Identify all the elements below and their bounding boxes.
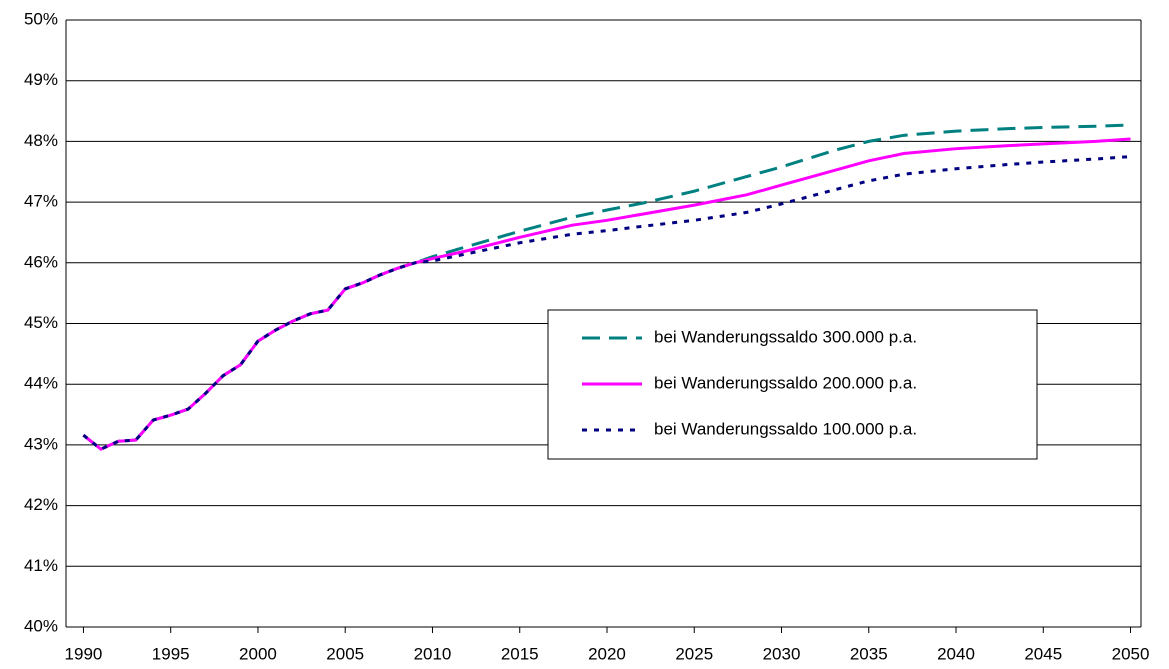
- x-tick-label: 2010: [414, 644, 452, 663]
- y-tick-label: 46%: [24, 252, 58, 271]
- x-tick-label: 2025: [675, 644, 713, 663]
- y-tick-label: 48%: [24, 131, 58, 150]
- x-tick-label: 2040: [937, 644, 975, 663]
- x-tick-label: 1990: [65, 644, 103, 663]
- x-tick-label: 2050: [1112, 644, 1150, 663]
- y-tick-label: 41%: [24, 556, 58, 575]
- x-tick-label: 2015: [501, 644, 539, 663]
- line-series: [82, 155, 1131, 451]
- legend-label: bei Wanderungssaldo 300.000 p.a.: [654, 327, 917, 346]
- y-tick-label: 45%: [24, 313, 58, 332]
- y-tick-label: 42%: [24, 495, 58, 514]
- legend-label: bei Wanderungssaldo 100.000 p.a.: [654, 419, 917, 438]
- y-tick-label: 44%: [24, 374, 58, 393]
- y-tick-label: 50%: [24, 9, 58, 28]
- x-tick-label: 1995: [152, 644, 190, 663]
- x-tick-label: 2045: [1024, 644, 1062, 663]
- x-tick-label: 2035: [850, 644, 888, 663]
- y-tick-label: 47%: [24, 192, 58, 211]
- x-tick-label: 2000: [239, 644, 277, 663]
- x-tick-label: 2005: [326, 644, 364, 663]
- y-tick-label: 49%: [24, 70, 58, 89]
- y-tick-label: 40%: [24, 616, 58, 635]
- y-tick-label: 43%: [24, 434, 58, 453]
- legend-label: bei Wanderungssaldo 200.000 p.a.: [654, 373, 917, 392]
- x-tick-label: 2020: [588, 644, 626, 663]
- x-tick-label: 2030: [763, 644, 801, 663]
